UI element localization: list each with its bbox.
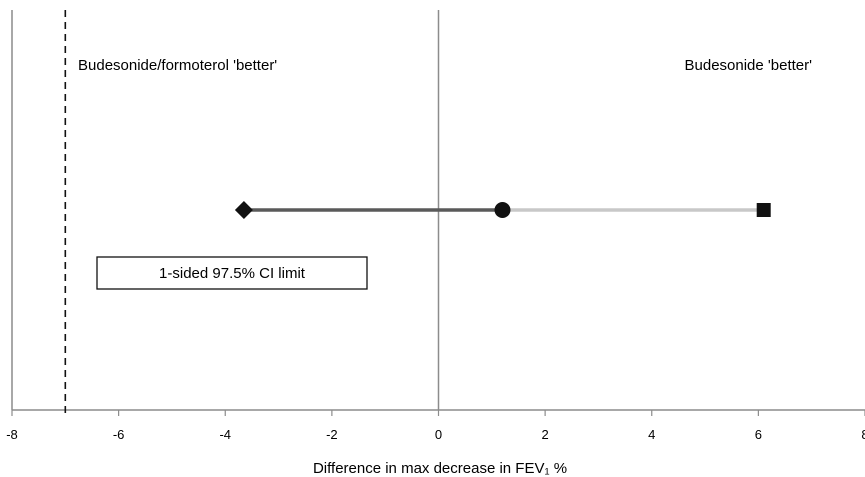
x-axis-title-text: Difference in max decrease in FEV₁ % (313, 460, 567, 477)
ci-limit-box-label: 1-sided 97.5% CI limit (159, 265, 306, 282)
left-region-label: Budesonide/formoterol 'better' (78, 57, 277, 74)
ci-limit-box (96, 256, 368, 290)
right-region-label: Budesonide 'better' (685, 57, 813, 74)
x-tick-label: 4 (648, 427, 655, 442)
point-estimate-circle-marker (494, 202, 511, 218)
x-tick-label: 6 (755, 427, 762, 442)
ci-upper-square-marker (756, 203, 771, 217)
x-axis-ticks: -8 -6 -4 -2 0 2 4 6 8 (6, 410, 865, 442)
x-tick-label: -8 (6, 427, 18, 442)
x-tick-label: -2 (326, 427, 338, 442)
x-tick-label: -4 (219, 427, 231, 442)
x-tick-label: 0 (435, 427, 442, 442)
x-axis-title: Difference in max decrease in FEV₁ % (313, 460, 567, 477)
x-tick-label: 8 (861, 427, 865, 442)
x-tick-label: -6 (113, 427, 125, 442)
x-tick-label: 2 (542, 427, 549, 442)
ci-lower-diamond-marker (234, 201, 253, 219)
